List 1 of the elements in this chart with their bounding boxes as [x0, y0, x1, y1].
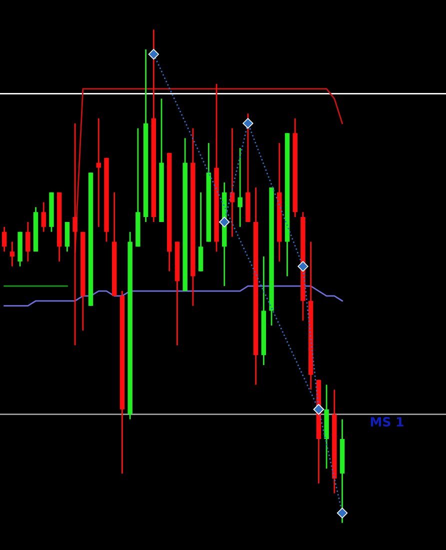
ref-line-label: MS 1	[370, 417, 404, 426]
